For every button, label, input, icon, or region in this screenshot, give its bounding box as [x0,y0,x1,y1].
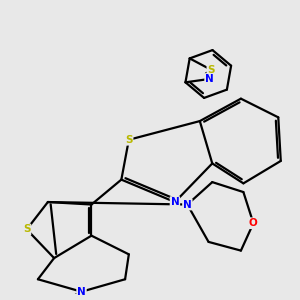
Text: S: S [125,135,133,145]
Text: O: O [249,218,258,228]
Text: S: S [207,65,215,75]
Text: N: N [77,287,86,297]
Text: N: N [205,74,214,84]
Text: S: S [23,224,31,234]
Text: N: N [170,197,179,207]
Text: N: N [183,200,192,209]
